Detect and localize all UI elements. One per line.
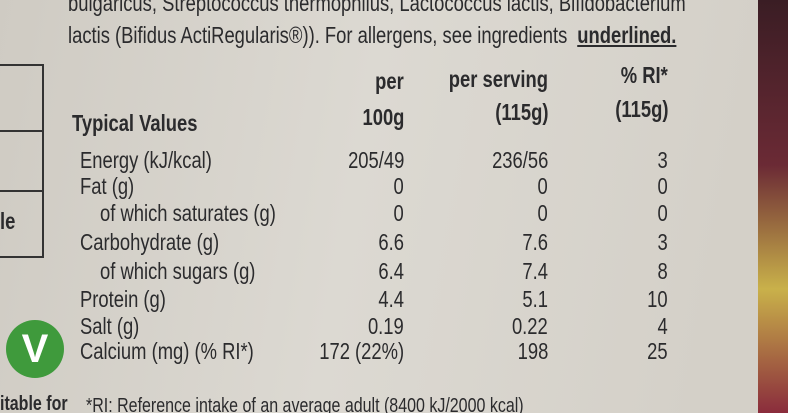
column-header: 100g (362, 104, 404, 130)
cell-value: 7.6 (522, 229, 548, 255)
cell-value: 25 (647, 338, 668, 364)
badge-caption: itable for (0, 393, 68, 413)
box-line (0, 130, 42, 132)
row-label: Salt (g) (80, 313, 140, 339)
column-header: (115g) (614, 96, 668, 122)
cell-value: 4.4 (378, 286, 404, 312)
intro-line: lactis (Bifidus ActiRegularis®)). For al… (68, 24, 676, 47)
column-header: % RI* (620, 62, 668, 88)
cell-value: 8 (657, 258, 668, 284)
cell-value: 6.4 (378, 258, 404, 284)
box-line (0, 190, 42, 192)
vegetarian-badge: V (6, 320, 64, 378)
cell-value: 0.22 (512, 313, 548, 339)
side-box (0, 64, 44, 258)
footnote: *RI: Reference intake of an average adul… (86, 395, 524, 413)
intro-line: bulgaricus, Streptococcus thermophilus, … (68, 0, 686, 16)
cell-value: 0 (657, 200, 668, 226)
cell-value: 198 (517, 338, 548, 364)
cell-value: 0.19 (368, 313, 404, 339)
row-label: Fat (g) (80, 173, 135, 199)
background-edge (758, 0, 788, 413)
cell-value: 6.6 (378, 229, 404, 255)
intro-text: lactis (Bifidus ActiRegularis®)). For al… (68, 22, 568, 48)
cell-value: 10 (647, 286, 668, 312)
row-label: Calcium (mg) (% RI*) (80, 338, 254, 364)
cell-value: 0 (657, 173, 668, 199)
row-label: Protein (g) (80, 286, 166, 312)
row-label: of which saturates (g) (100, 200, 276, 226)
cell-value: 4 (657, 313, 668, 339)
cell-value: 7.4 (522, 258, 548, 284)
header-label: Typical Values (72, 110, 198, 136)
column-header: per serving (448, 66, 548, 92)
cell-value: 172 (22%) (319, 338, 404, 364)
cell-value: 5.1 (522, 286, 548, 312)
row-label: Carbohydrate (g) (80, 229, 220, 255)
cell-value: 3 (657, 147, 668, 173)
row-label: of which sugars (g) (100, 258, 256, 284)
box-text: le (0, 208, 16, 234)
cell-value: 0 (537, 200, 548, 226)
cell-value: 205/49 (347, 147, 404, 173)
column-header: per (375, 68, 404, 94)
cell-value: 0 (393, 173, 404, 199)
cell-value: 0 (393, 200, 404, 226)
cell-value: 236/56 (491, 147, 548, 173)
row-label: Energy (kJ/kcal) (80, 147, 212, 173)
column-header: (115g) (494, 99, 548, 125)
intro-underlined: underlined. (577, 22, 677, 48)
cell-value: 3 (657, 229, 668, 255)
cell-value: 0 (537, 173, 548, 199)
